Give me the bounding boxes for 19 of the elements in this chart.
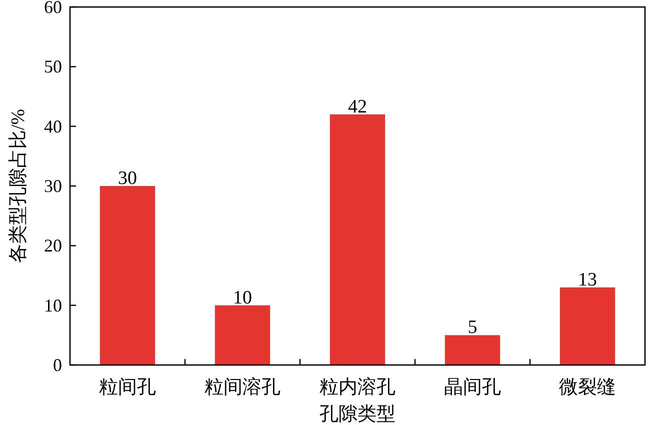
data-label: 10 — [233, 287, 252, 308]
x-tick-label: 晶间孔 — [444, 377, 501, 398]
data-label: 30 — [118, 168, 137, 189]
data-label: 5 — [468, 317, 478, 338]
y-axis-title: 各类型孔隙占比/% — [8, 108, 29, 264]
y-tick-label: 10 — [44, 295, 62, 316]
data-label: 42 — [348, 96, 367, 118]
y-tick-label: 60 — [44, 0, 62, 17]
y-tick-label: 20 — [44, 236, 62, 256]
y-tick-label: 0 — [53, 355, 62, 375]
x-axis-title: 孔隙类型 — [320, 404, 396, 425]
x-tick-label: 粒间孔 — [99, 377, 156, 398]
y-tick-label: 40 — [44, 116, 62, 136]
x-tick-label: 粒内溶孔 — [320, 376, 396, 398]
x-tick-label: 粒间溶孔 — [204, 376, 280, 398]
y-tick-label: 30 — [44, 176, 62, 196]
data-label: 13 — [578, 269, 597, 290]
x-tick-label: 微裂缝 — [559, 377, 616, 398]
y-tick-label: 50 — [44, 56, 62, 77]
